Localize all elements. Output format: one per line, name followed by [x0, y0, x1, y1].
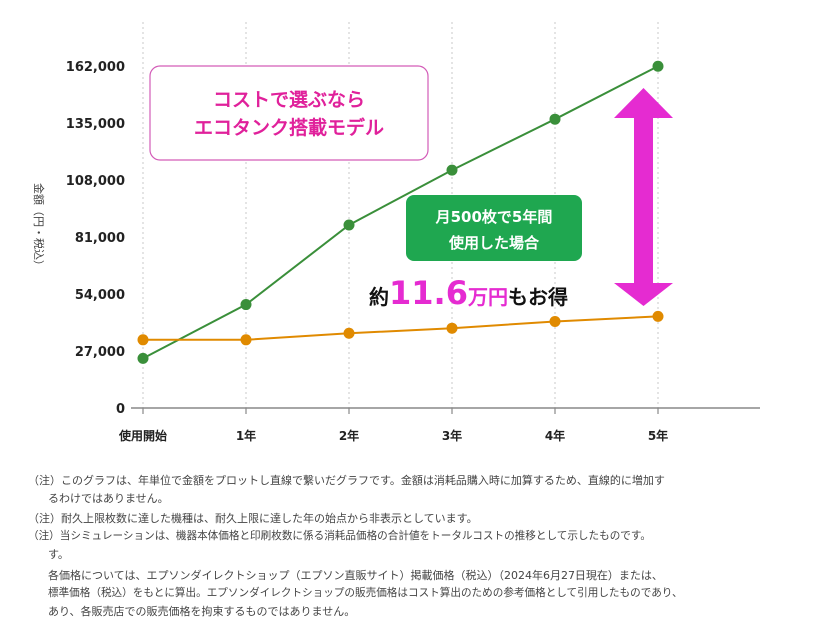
series-1-point-2	[343, 327, 355, 339]
promo-box: コストで選ぶなら エコタンク搭載モデル	[149, 65, 429, 161]
x-tick-labels: 使用開始 1年 2年 3年 4年 5年	[118, 428, 668, 443]
series-0-point-3	[446, 164, 458, 176]
series-1-point-4	[549, 315, 561, 327]
y-tick-4: 108,000	[66, 174, 125, 189]
cost-line-chart: 0 27,000 54,000 81,000 108,000 135,000 162,000…	[32, 22, 760, 443]
x-tick-label-2: 2年	[339, 428, 359, 443]
note-4c: あり、各販売店での販売価格を拘束するものではありません。	[48, 605, 356, 618]
promo-line-2: エコタンク搭載モデル	[194, 116, 384, 139]
axes	[131, 407, 760, 414]
usage-badge: 月500枚で5年間 使用した場合	[406, 195, 582, 261]
saving-unit: 万円	[467, 285, 508, 309]
y-axis-label: 金額（円・税込）	[32, 183, 46, 271]
series-1-point-3	[446, 322, 458, 334]
difference-arrow	[614, 88, 673, 306]
y-tick-5: 135,000	[66, 117, 125, 132]
series-0-point-2	[343, 219, 355, 231]
badge-line-1: 月500枚で5年間	[435, 208, 553, 226]
promo-line-1: コストで選ぶなら	[213, 89, 365, 111]
x-tick-label-5: 5年	[648, 428, 668, 443]
x-tick-label-0: 使用開始	[118, 428, 167, 443]
series-0-point-0	[137, 352, 149, 364]
saving-prefix: 約	[369, 285, 389, 309]
note-1b: るわけではありません。	[48, 492, 169, 505]
series-0-point-5	[652, 60, 664, 72]
series-1-point-0	[137, 334, 149, 346]
note-1a: （注）このグラフは、年単位で金額をプロットし直線で繋いだグラフです。金額は消耗品…	[28, 474, 665, 487]
series-1-point-5	[652, 310, 664, 322]
y-tick-labels: 0 27,000 54,000 81,000 108,000 135,000 162,000	[66, 60, 125, 417]
note-2: （注）耐久上限枚数に達した機種は、耐久上限に達した年の始点から非表示としています…	[28, 512, 478, 525]
x-tick-label-3: 3年	[442, 428, 462, 443]
note-4a: 各価格については、エプソンダイレクトショップ（エプソン直販サイト）掲載価格（税込…	[48, 569, 663, 582]
badge-line-2: 使用した場合	[448, 234, 540, 252]
series-0-point-4	[549, 113, 561, 125]
note-3a: （注）当シミュレーションは、機器本体価格と印刷枚数に係る消耗品価格の合計値をトー…	[28, 530, 652, 542]
saving-value: 11.6	[389, 274, 468, 312]
series-1-line	[143, 315, 659, 341]
y-tick-0: 0	[116, 402, 125, 417]
x-tick-label-1: 1年	[236, 428, 256, 443]
note-4b: 標準価格（税込）をもとに算出。エプソンダイレクトショップの販売価格はコスト算出の…	[48, 587, 683, 599]
y-tick-6: 162,000	[66, 60, 125, 75]
y-tick-3: 81,000	[75, 231, 125, 246]
x-tick-label-4: 4年	[545, 428, 565, 443]
series-0-line	[142, 65, 659, 360]
series-group	[137, 60, 664, 364]
y-tick-2: 54,000	[75, 288, 125, 303]
y-tick-1: 27,000	[75, 345, 125, 360]
saving-callout: 約11.6万円もお得	[369, 274, 568, 312]
series-1-point-1	[240, 334, 252, 346]
saving-suffix: もお得	[508, 285, 568, 309]
series-0-point-1	[240, 299, 252, 311]
note-3b: す。	[48, 548, 69, 561]
